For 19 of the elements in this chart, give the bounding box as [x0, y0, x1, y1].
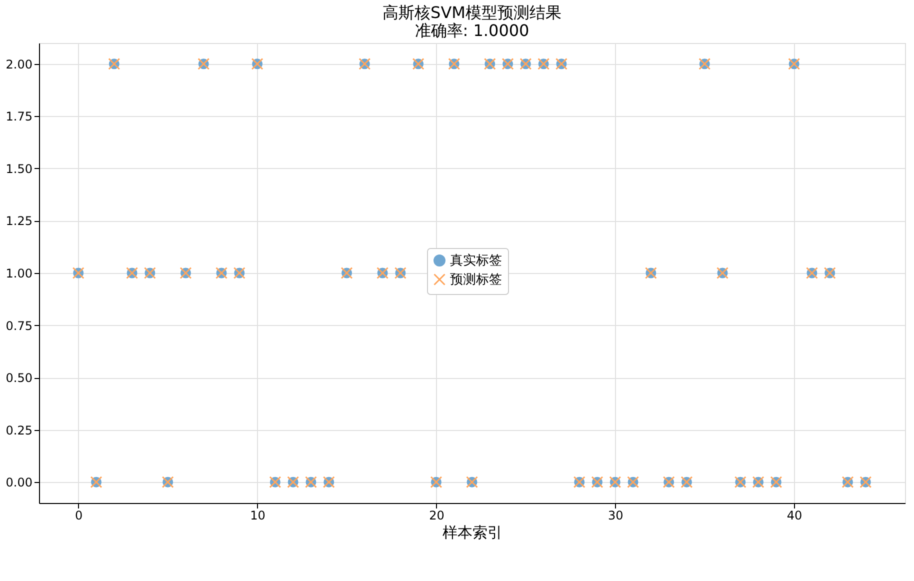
y-tick-label: 0.25 [6, 423, 32, 438]
chart-subtitle: 准确率: 1.0000 [414, 21, 530, 40]
y-tick-label: 0.00 [6, 476, 32, 490]
y-tick-label: 0.75 [6, 318, 32, 333]
x-tick-label: 10 [250, 508, 266, 522]
x-tick-label: 30 [608, 508, 624, 522]
y-tick-label: 1.75 [6, 110, 32, 124]
x-tick-label: 0 [75, 508, 83, 522]
chart-title: 高斯核SVM模型预测结果 [382, 3, 562, 22]
legend-label: 预测标签 [450, 272, 502, 288]
y-tick-label: 2.00 [6, 57, 32, 72]
y-tick-label: 1.25 [6, 214, 32, 228]
legend-label: 真实标签 [450, 254, 502, 268]
x-tick-label: 20 [429, 508, 444, 522]
y-tick-label: 1.00 [6, 266, 32, 280]
y-tick-label: 1.50 [6, 162, 32, 176]
y-tick-label: 0.50 [6, 371, 32, 386]
x-axis-title: 样本索引 [442, 524, 502, 542]
x-tick-label: 40 [786, 508, 802, 522]
